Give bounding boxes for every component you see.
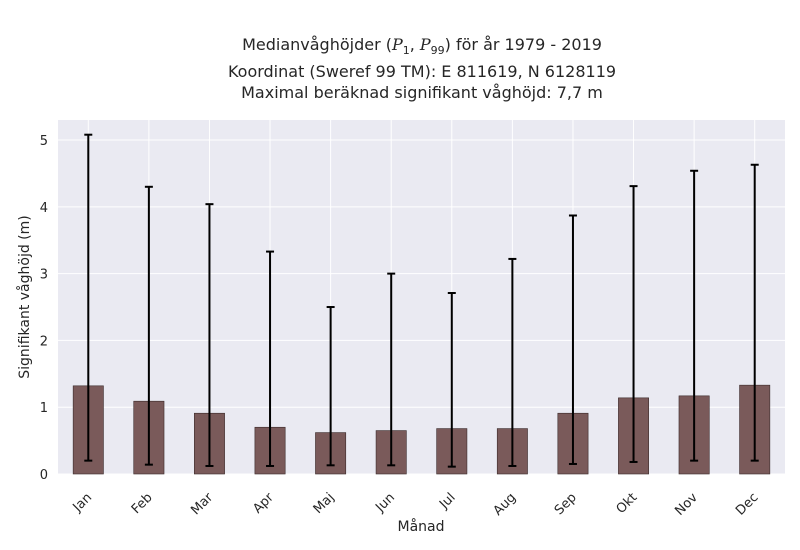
y-tick-label: 4 bbox=[40, 201, 48, 216]
x-tick-label: Apr bbox=[250, 490, 277, 517]
y-tick-label: 0 bbox=[40, 468, 48, 483]
y-ticks: 0 1 2 3 4 5 bbox=[40, 134, 48, 483]
x-tick-label: Maj bbox=[311, 490, 338, 517]
x-tick-label: Jun bbox=[372, 490, 398, 516]
title-line-2: Koordinat (Sweref 99 TM): E 811619, N 61… bbox=[227, 62, 617, 82]
x-axis-label: Månad bbox=[398, 518, 445, 535]
x-tick-label: Mar bbox=[188, 490, 216, 518]
x-tick-label: Feb bbox=[129, 490, 156, 517]
x-tick-label: Okt bbox=[614, 490, 641, 517]
x-tick-label: Aug bbox=[491, 490, 520, 519]
y-tick-label: 2 bbox=[40, 334, 48, 349]
error-bars bbox=[84, 133, 759, 468]
x-tick-label: Nov bbox=[672, 490, 701, 519]
y-tick-label: 5 bbox=[40, 134, 48, 149]
x-tick-label: Jan bbox=[70, 490, 95, 515]
y-axis-label: Signifikant våghöjd (m) bbox=[16, 215, 33, 378]
x-tick-label: Sep bbox=[552, 490, 580, 518]
x-tick-label: Jul bbox=[436, 490, 458, 512]
chart-title: Medianvåghöjder (P1, P99) för år 1979 - … bbox=[0, 34, 800, 103]
y-tick-label: 1 bbox=[40, 401, 48, 416]
y-tick-label: 3 bbox=[40, 268, 48, 283]
title-line-1: Medianvåghöjder (P1, P99) för år 1979 - … bbox=[242, 35, 602, 58]
x-ticks: Jan Feb Mar Apr Maj Jun Jul Aug Sep Okt Nov Dec bbox=[70, 490, 762, 519]
plot-area bbox=[58, 120, 785, 474]
x-tick-label: Dec bbox=[733, 490, 761, 518]
title-line-3: Maximal beräknad signifikant våghöjd: 7,… bbox=[241, 83, 603, 103]
